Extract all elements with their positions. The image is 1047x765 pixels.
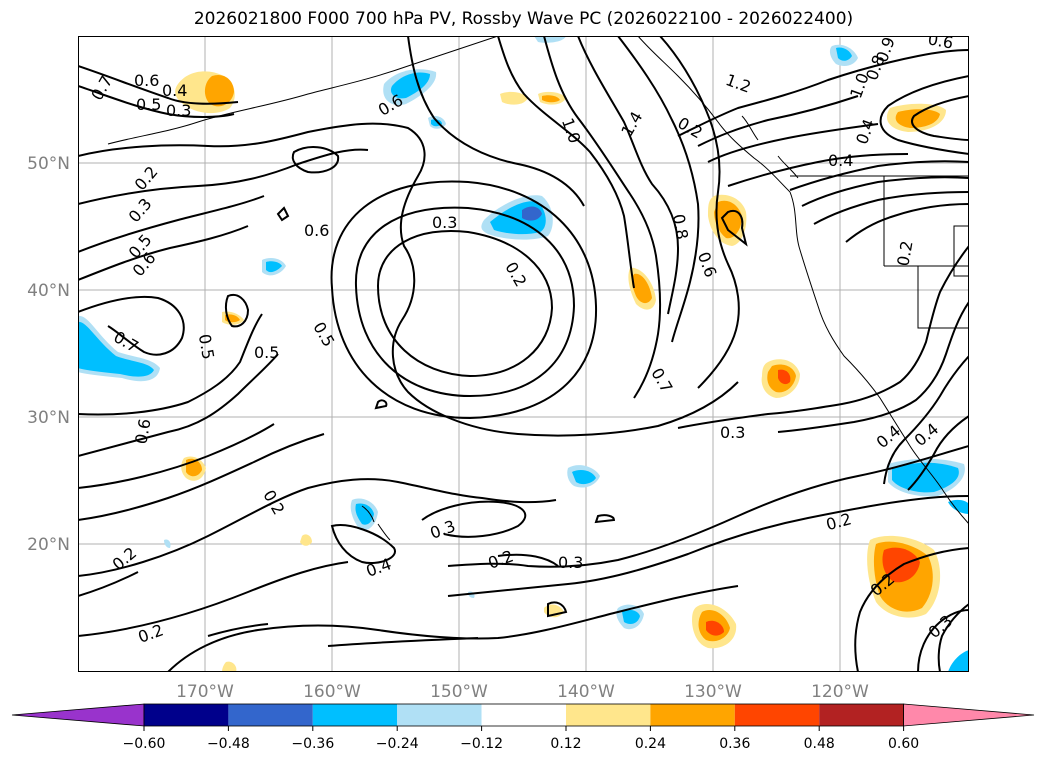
contour-label: 0.5 bbox=[195, 333, 218, 361]
gridlines bbox=[78, 36, 969, 672]
colorbar: −0.60 −0.48 −0.36 −0.24 −0.12 0.12 0.24 0.36 0.4… bbox=[11, 703, 1035, 752]
positive-anomaly bbox=[778, 369, 791, 385]
contour-label: 0.5 bbox=[136, 95, 161, 114]
axis-labels: 50°N 40°N 30°N 20°N 170°W 160°W 150°W 14… bbox=[27, 154, 869, 700]
colorbar-segment bbox=[312, 704, 398, 726]
colorbar-segments bbox=[11, 703, 1035, 727]
colorbar-tick-label: 0.60 bbox=[888, 736, 919, 752]
negative-anomaly bbox=[948, 650, 969, 672]
negative-anomaly bbox=[892, 462, 959, 493]
colorbar-segment bbox=[734, 704, 820, 726]
colorbar-segment bbox=[819, 704, 904, 726]
negative-anomaly bbox=[622, 609, 640, 624]
lon-label: 140°W bbox=[557, 682, 615, 700]
negative-anomaly bbox=[534, 36, 566, 43]
contour-label: 0.8 bbox=[669, 213, 692, 241]
colorbar-outline bbox=[143, 703, 904, 727]
pv-contours bbox=[78, 36, 969, 672]
lon-label: 170°W bbox=[176, 682, 234, 700]
negative-anomaly bbox=[164, 539, 171, 548]
contour-label: 0.6 bbox=[304, 221, 329, 240]
map-title: 2026021800 F000 700 hPa PV, Rossby Wave … bbox=[193, 9, 854, 29]
colorbar-segment bbox=[566, 704, 651, 726]
contour-label: 0.5 bbox=[254, 343, 279, 362]
negative-anomaly bbox=[78, 321, 154, 377]
colorbar-tick-label: −0.36 bbox=[291, 736, 334, 752]
colorbar-segment bbox=[650, 704, 735, 726]
lon-label: 120°W bbox=[811, 682, 869, 700]
map-frame bbox=[78, 36, 969, 672]
lat-label: 30°N bbox=[27, 408, 70, 428]
map-panel: 0.7 0.6 0.5 0.4 0.3 0.2 0.3 0.5 0.6 0.7 … bbox=[78, 36, 969, 672]
negative-anomaly bbox=[948, 499, 969, 514]
positive-anomaly bbox=[500, 91, 528, 105]
colorbar-tick-label: 0.48 bbox=[804, 736, 835, 752]
contour-label: 0.3 bbox=[558, 553, 583, 572]
colorbar-tick-label: −0.24 bbox=[376, 736, 419, 752]
lat-label: 20°N bbox=[27, 535, 70, 555]
colorbar-tick-label: −0.12 bbox=[460, 736, 503, 752]
positive-anomaly bbox=[300, 534, 312, 546]
contour-label: 0.3 bbox=[720, 423, 745, 442]
coastlines bbox=[107, 36, 969, 541]
contour-label: 0.2 bbox=[893, 239, 916, 267]
lat-label: 50°N bbox=[27, 154, 70, 174]
positive-anomaly bbox=[222, 661, 237, 672]
contour-label: 0.6 bbox=[131, 417, 154, 445]
contour-label: 0.3 bbox=[166, 101, 191, 120]
contour-label: 0.3 bbox=[432, 213, 457, 232]
colorbar-segment bbox=[144, 704, 229, 726]
lon-label: 150°W bbox=[430, 682, 488, 700]
positive-anomaly bbox=[204, 74, 234, 107]
negative-anomaly bbox=[355, 503, 374, 525]
colorbar-segment bbox=[228, 704, 313, 726]
colorbar-tick-label: 0.36 bbox=[719, 736, 750, 752]
colorbar-segment bbox=[481, 704, 566, 726]
contour-label: 0.6 bbox=[926, 36, 954, 53]
colorbar-extend-max bbox=[903, 703, 1035, 727]
contour-label: 0.4 bbox=[162, 81, 187, 100]
positive-anomaly bbox=[895, 109, 940, 128]
lon-label: 130°W bbox=[684, 682, 742, 700]
colorbar-segment bbox=[397, 704, 482, 726]
negative-anomaly bbox=[522, 206, 542, 221]
colorbar-tick-label: −0.60 bbox=[123, 736, 166, 752]
colorbar-ticks: −0.60 −0.48 −0.36 −0.24 −0.12 0.12 0.24 0.36 0.4… bbox=[123, 726, 919, 752]
positive-anomaly bbox=[631, 273, 652, 304]
negative-anomaly bbox=[836, 47, 852, 61]
colorbar-extend-min bbox=[11, 703, 145, 727]
contour-label: 0.4 bbox=[828, 151, 853, 170]
colorbar-tick-label: 0.24 bbox=[635, 736, 666, 752]
negative-anomaly bbox=[266, 261, 282, 273]
contour-label: 0.6 bbox=[134, 71, 159, 90]
negative-anomaly bbox=[572, 470, 596, 485]
positive-anomaly bbox=[706, 620, 724, 636]
lat-label: 40°N bbox=[27, 281, 70, 301]
pc-shading bbox=[78, 36, 969, 672]
colorbar-tick-label: 0.12 bbox=[550, 736, 581, 752]
colorbar-tick-label: −0.48 bbox=[207, 736, 250, 752]
lon-label: 160°W bbox=[303, 682, 361, 700]
positive-anomaly bbox=[542, 95, 560, 103]
negative-anomaly bbox=[390, 72, 430, 99]
